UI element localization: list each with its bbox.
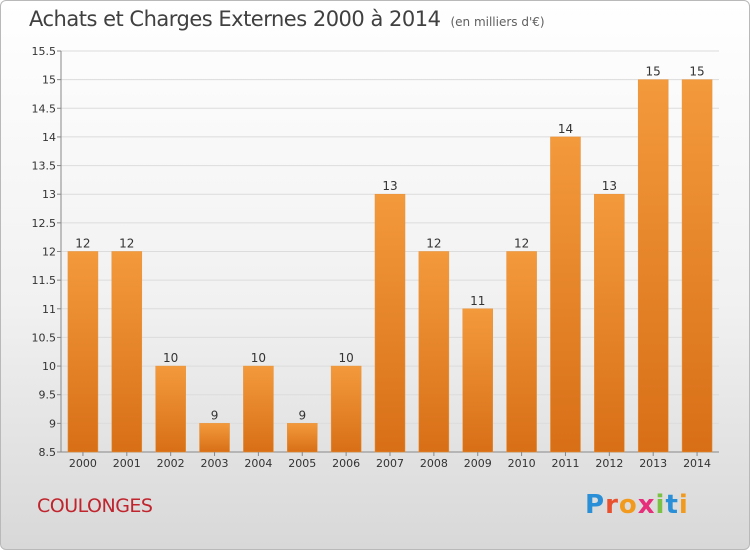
y-tick-label: 12: [42, 246, 56, 259]
logo-letter: t: [665, 490, 679, 520]
value-label: 14: [558, 122, 573, 136]
y-tick-label: 10.5: [32, 331, 57, 344]
y-tick-label: 10: [42, 360, 56, 373]
bar: [550, 136, 581, 453]
logo-letter: o: [618, 490, 638, 520]
y-tick-label: 11.5: [32, 274, 57, 287]
value-label: 10: [251, 351, 266, 365]
bar: [506, 251, 537, 453]
x-tick-label: 2006: [332, 457, 360, 470]
value-label: 10: [163, 351, 178, 365]
x-tick-label: 2014: [683, 457, 711, 470]
x-tick-label: 2002: [157, 457, 185, 470]
value-label: 13: [602, 179, 617, 193]
bar: [594, 193, 625, 453]
y-tick-label: 12.5: [32, 217, 57, 230]
x-tick-label: 2000: [69, 457, 97, 470]
x-tick-label: 2011: [551, 457, 579, 470]
x-tick-labels: 2000 2001 2002 2003 2004 2005 2006 2007 2008 2009…: [69, 452, 711, 470]
chart-title-text: Achats et Charges Externes 2000 à 2014: [29, 7, 441, 31]
logo-letter: P: [585, 490, 606, 520]
value-label: 9: [298, 408, 306, 422]
chart-title: Achats et Charges Externes 2000 à 2014 (e…: [29, 7, 545, 31]
bar: [374, 193, 406, 453]
y-tick-label: 15: [42, 74, 56, 87]
logo-letter: i: [678, 490, 689, 520]
bar: [330, 365, 362, 453]
x-tick-label: 2007: [376, 457, 404, 470]
value-label: 12: [75, 237, 90, 251]
value-label: 15: [646, 65, 661, 79]
y-tick-label: 8.5: [39, 446, 57, 459]
y-tick-label: 9: [49, 417, 56, 430]
x-tick-label: 2009: [464, 457, 492, 470]
logo-letter: x: [637, 490, 656, 520]
bar: [462, 308, 493, 453]
bar: [199, 423, 230, 453]
bar: [243, 365, 274, 453]
y-tick-label: 9.5: [39, 389, 57, 402]
bar: [287, 423, 318, 453]
value-label: 12: [119, 237, 134, 251]
value-label: 15: [689, 65, 704, 79]
y-tick-label: 14: [42, 131, 56, 144]
chart-subtitle: (en milliers d'€): [450, 15, 545, 29]
y-tick-label: 11: [42, 303, 56, 316]
x-tick-label: 2005: [288, 457, 316, 470]
bar: [111, 251, 143, 453]
bars: [67, 79, 713, 453]
y-tick-label: 14.5: [32, 102, 57, 115]
logo-letter: i: [655, 490, 666, 520]
value-label: 12: [514, 237, 529, 251]
x-tick-label: 2013: [639, 457, 667, 470]
bar: [418, 251, 450, 453]
proxiti-logo: Proxiti: [585, 490, 689, 520]
y-tick-label: 15.5: [32, 45, 57, 58]
value-label: 10: [338, 351, 353, 365]
commune-name: COULONGES: [37, 495, 153, 517]
value-label: 11: [470, 294, 485, 308]
x-tick-label: 2001: [113, 457, 141, 470]
x-tick-label: 2010: [508, 457, 536, 470]
y-tick-label: 13.5: [32, 160, 57, 173]
value-labels: 12 12 10 9 10 9 10 13 12 11 12 14 13 15 15: [75, 65, 704, 423]
x-tick-label: 2012: [595, 457, 623, 470]
bar: [637, 79, 669, 453]
x-tick-label: 2004: [244, 457, 272, 470]
x-tick-label: 2003: [201, 457, 229, 470]
value-label: 13: [382, 179, 397, 193]
bar: [681, 79, 713, 453]
value-label: 9: [211, 408, 219, 422]
y-tick-labels: 8.5 9 9.5 10 10.5 11 11.5 12 12.5 13 13.5 14 14.5 15 1…: [32, 45, 57, 459]
x-tick-label: 2008: [420, 457, 448, 470]
bar: [155, 365, 186, 453]
bar: [67, 251, 99, 453]
logo-letter: r: [605, 490, 619, 520]
y-tick-label: 13: [42, 188, 56, 201]
value-label: 12: [426, 237, 441, 251]
